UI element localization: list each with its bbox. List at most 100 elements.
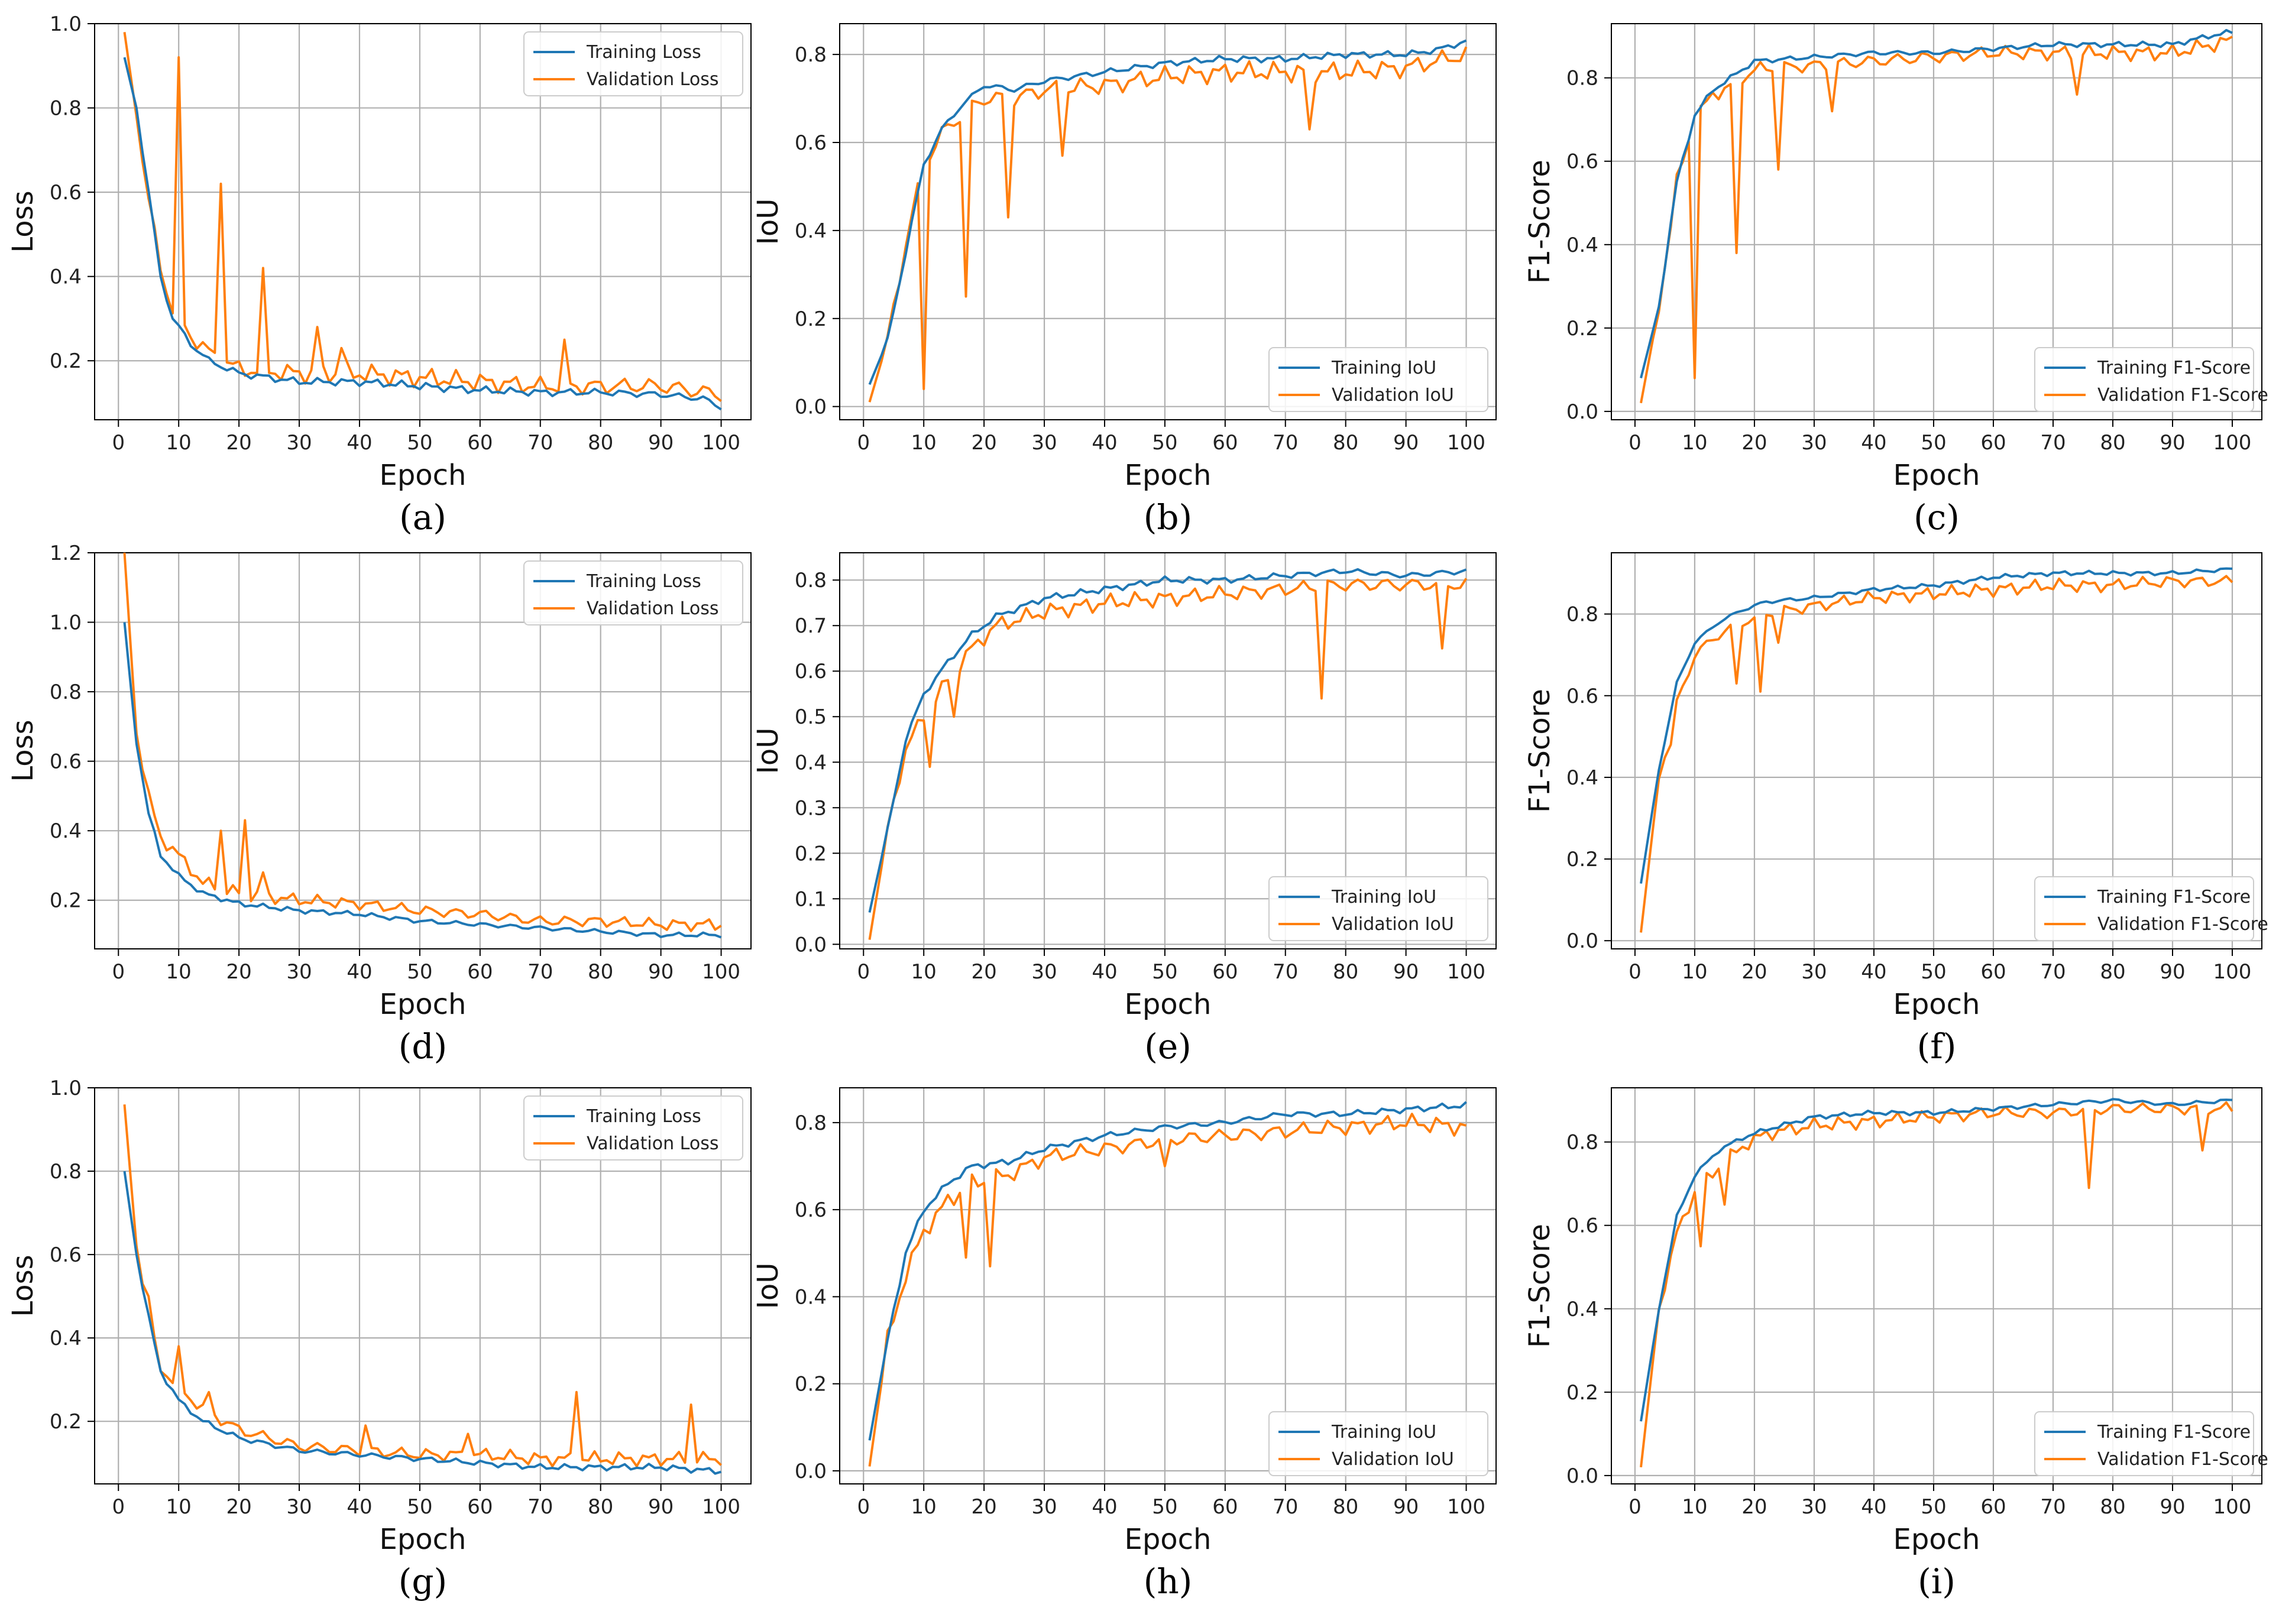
chart-panel-g: 0 10 20 30 40 50 60 70 80 90 100 0.2 0.4 0.6 0.8 1.0 Epo… <box>7 1077 752 1602</box>
y-tick-label: 0.2 <box>50 349 82 373</box>
x-tick-label: 10 <box>166 431 192 455</box>
validation-series-line <box>868 1113 1467 1467</box>
x-tick-label: 30 <box>1801 960 1827 984</box>
legend: Training Loss Validation Loss <box>523 560 743 625</box>
x-tick-label: 50 <box>407 960 432 984</box>
y-tick-label: 0.3 <box>795 796 827 820</box>
y-tick-label: 0.4 <box>50 1327 82 1350</box>
y-tick-label: 1.0 <box>50 1077 82 1100</box>
x-tick-label: 100 <box>1447 1495 1485 1519</box>
y-tick-label: 0.4 <box>795 219 827 243</box>
x-tick-label: 40 <box>347 1495 372 1519</box>
panel-label: (e) <box>1144 1026 1192 1067</box>
y-tick-label: 0.8 <box>795 43 827 67</box>
chart-panel-a: 0 10 20 30 40 50 60 70 80 90 100 0.2 0.4 0.6 0.8 1.0 Epo… <box>7 12 752 537</box>
y-axis-label: F1-Score <box>1523 160 1556 284</box>
x-tick-label: 20 <box>1741 1495 1767 1519</box>
x-axis-label: Epoch <box>1893 988 1980 1021</box>
x-tick-label: 30 <box>1801 1495 1827 1519</box>
x-tick-label: 80 <box>2100 960 2125 984</box>
legend: Training IoU Validation IoU <box>1268 1411 1488 1476</box>
legend-box <box>523 1095 743 1161</box>
series-group <box>868 568 1468 940</box>
y-tick-label: 0.4 <box>50 265 82 289</box>
y-tick-label: 0.0 <box>795 933 827 957</box>
y-axis-label: IoU <box>752 728 785 774</box>
y-tick-label: 0.4 <box>795 751 827 774</box>
legend-entry: Validation F1-Score <box>2097 385 2268 406</box>
validation-series-line <box>868 578 1468 940</box>
x-tick-label: 10 <box>1682 431 1707 455</box>
y-tick-label: 0.6 <box>1566 1214 1598 1238</box>
y-axis-label: F1-Score <box>1523 1224 1556 1348</box>
x-tick-label: 80 <box>2100 1495 2125 1519</box>
x-tick-label: 90 <box>1393 431 1419 455</box>
chart-panel-c: 0 10 20 30 40 50 60 70 80 90 100 0.0 0.2 0.4 0.6 0.8 Epo… <box>1523 23 2268 537</box>
y-tick-label: 0.2 <box>795 842 827 866</box>
x-tick-label: 10 <box>911 1495 937 1519</box>
training-series-line <box>1640 29 2233 378</box>
series-group <box>123 553 722 939</box>
x-tick-label: 90 <box>2160 1495 2185 1519</box>
x-tick-label: 60 <box>1980 960 2006 984</box>
x-tick-label: 0 <box>857 431 870 455</box>
x-tick-label: 50 <box>1921 431 1946 455</box>
y-tick-label: 0.2 <box>1566 317 1598 341</box>
x-tick-label: 20 <box>226 431 251 455</box>
x-tick-label: 40 <box>347 431 372 455</box>
legend-entry: Validation F1-Score <box>2097 1449 2268 1470</box>
x-tick-label: 50 <box>1921 1495 1946 1519</box>
x-tick-label: 80 <box>588 960 613 984</box>
legend-box <box>2034 1411 2254 1476</box>
validation-series-line <box>868 46 1468 403</box>
x-axis-label: Epoch <box>1893 459 1980 492</box>
y-tick-label: 0.2 <box>795 307 827 331</box>
chart-panel-h: 0 10 20 30 40 50 60 70 80 90 100 0.0 0.2 0.4 0.6 0.8 Epo… <box>752 1087 1497 1602</box>
x-tick-label: 70 <box>1273 431 1298 455</box>
x-tick-label: 50 <box>407 431 432 455</box>
panel-label: (a) <box>399 497 446 537</box>
x-tick-label: 70 <box>527 960 553 984</box>
axes-frame <box>94 23 752 420</box>
axes-frame <box>1611 1087 2262 1484</box>
y-tick-label: 0.6 <box>50 750 82 774</box>
x-tick-label: 20 <box>971 431 996 455</box>
x-tick-label: 0 <box>857 960 870 984</box>
validation-series-line <box>123 32 722 402</box>
x-axis-label: Epoch <box>380 988 467 1021</box>
series-group <box>868 1101 1467 1467</box>
y-tick-label: 0.6 <box>1566 150 1598 174</box>
legend: Training F1-Score Validation F1-Score <box>2034 876 2268 941</box>
x-tick-label: 0 <box>1629 431 1642 455</box>
x-tick-label: 100 <box>2213 1495 2252 1519</box>
x-tick-label: 90 <box>2160 960 2185 984</box>
y-tick-label: 0.8 <box>1566 1131 1598 1155</box>
legend-entry: Validation F1-Score <box>2097 914 2268 935</box>
y-axis-label: IoU <box>752 199 785 245</box>
x-tick-label: 60 <box>1212 1495 1238 1519</box>
x-tick-label: 80 <box>588 1495 613 1519</box>
x-axis-label: Epoch <box>1125 988 1212 1021</box>
x-axis-label: Epoch <box>380 1523 467 1556</box>
x-tick-label: 60 <box>467 960 493 984</box>
y-axis-label: IoU <box>752 1263 785 1309</box>
x-tick-label: 40 <box>1861 431 1886 455</box>
x-tick-label: 50 <box>1921 960 1946 984</box>
y-tick-label: 0.6 <box>50 1243 82 1267</box>
x-tick-label: 30 <box>1031 431 1057 455</box>
y-tick-label: 0.0 <box>1566 929 1598 953</box>
x-tick-label: 10 <box>1682 1495 1707 1519</box>
x-tick-label: 80 <box>2100 431 2125 455</box>
x-tick-label: 0 <box>112 431 125 455</box>
x-tick-label: 10 <box>1682 960 1707 984</box>
series-group <box>1640 1098 2233 1468</box>
x-tick-label: 50 <box>407 1495 432 1519</box>
x-tick-label: 90 <box>648 431 674 455</box>
axes-frame <box>1611 23 2262 420</box>
y-tick-label: 0.6 <box>795 660 827 683</box>
panel-label: (d) <box>399 1026 447 1067</box>
y-tick-label: 0.8 <box>1566 603 1598 627</box>
y-tick-label: 0.8 <box>50 680 82 704</box>
legend-box <box>2034 347 2254 412</box>
y-tick-label: 1.2 <box>50 542 82 565</box>
